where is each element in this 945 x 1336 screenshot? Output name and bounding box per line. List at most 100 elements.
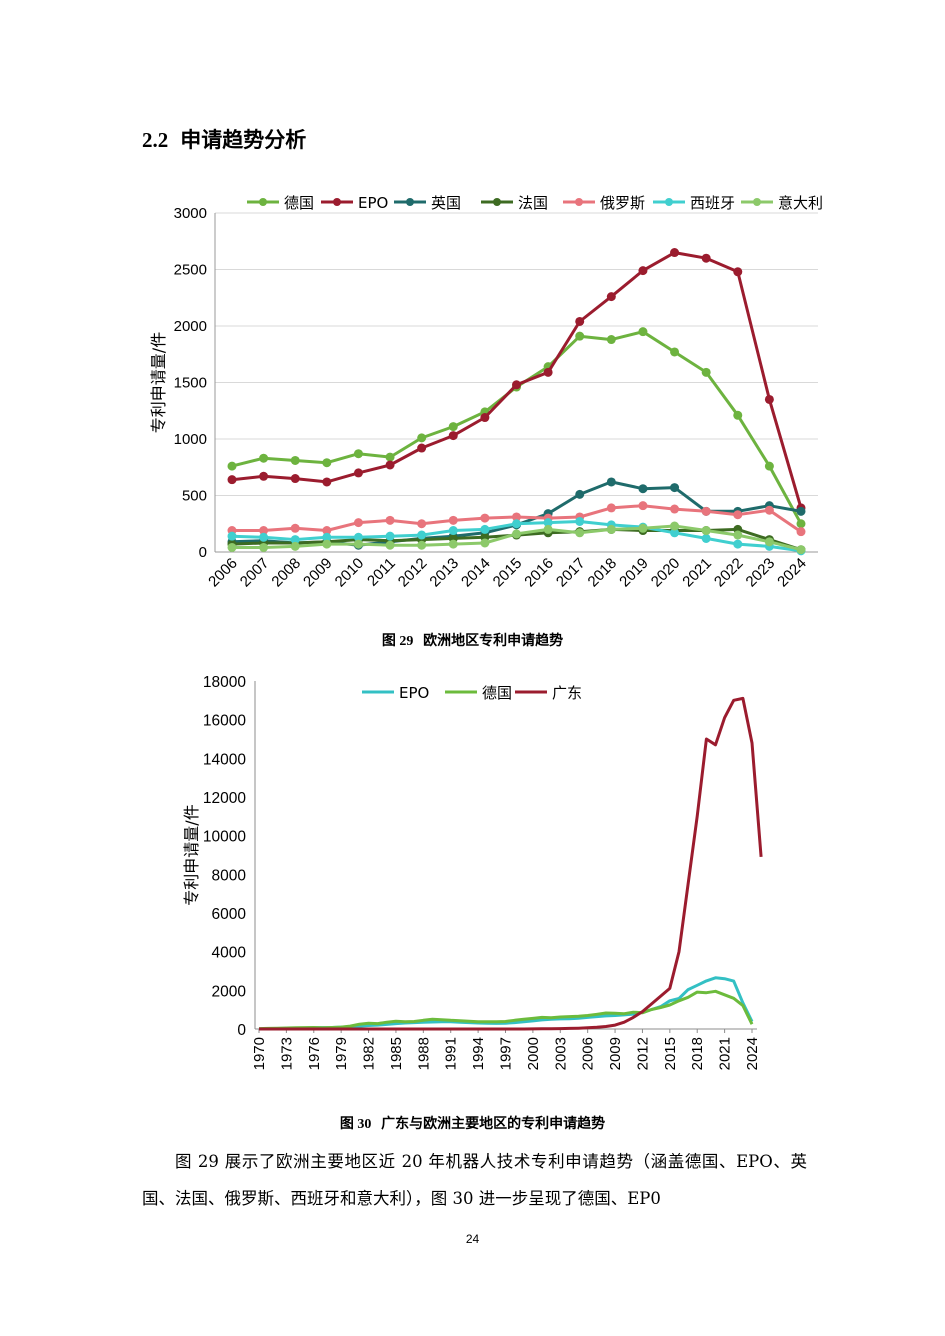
- legend-label: 法国: [518, 194, 548, 212]
- data-point: [638, 266, 648, 276]
- data-point: [322, 539, 332, 549]
- data-point: [733, 539, 743, 549]
- y-tick-label: 3000: [174, 205, 207, 222]
- page-number: 24: [465, 1232, 480, 1246]
- data-point: [701, 253, 711, 263]
- data-point: [764, 394, 774, 404]
- data-point: [575, 331, 585, 341]
- data-point: [227, 461, 237, 471]
- series-line: [231, 330, 803, 525]
- data-point: [796, 519, 806, 529]
- x-tick-label: 1985: [388, 1037, 405, 1070]
- series-line: [231, 251, 803, 509]
- series-line: [259, 696, 763, 1031]
- y-tick-label: 1500: [174, 375, 207, 392]
- data-point: [575, 528, 585, 538]
- data-point: [259, 471, 269, 481]
- data-point: [448, 539, 458, 549]
- data-point: [259, 542, 269, 552]
- x-tick-label: 2021: [679, 555, 715, 591]
- y-tick-label: 6000: [212, 906, 247, 923]
- legend-swatch-marker: [493, 198, 501, 206]
- data-point: [733, 267, 743, 277]
- data-point: [796, 527, 806, 537]
- figure-30-caption-number: 图 30: [339, 1117, 372, 1132]
- x-tick-label: 2021: [717, 1037, 734, 1070]
- y-tick-label: 10000: [203, 829, 246, 846]
- data-point: [606, 477, 616, 487]
- data-point: [353, 449, 363, 459]
- data-point: [480, 538, 490, 548]
- legend-label: 德国: [482, 684, 512, 702]
- x-tick-label: 1982: [361, 1037, 378, 1070]
- y-axis-label: 专利申请量/件: [182, 804, 201, 905]
- y-tick-label: 8000: [212, 867, 247, 884]
- data-point: [417, 443, 427, 453]
- data-point: [512, 519, 521, 529]
- data-point: [733, 510, 743, 520]
- data-point: [322, 532, 332, 542]
- legend-label: 俄罗斯: [600, 194, 645, 212]
- data-point: [227, 531, 237, 541]
- legend-swatch-marker: [665, 198, 673, 206]
- data-point: [290, 523, 300, 533]
- data-point: [670, 248, 680, 258]
- data-point: [448, 526, 458, 536]
- y-tick-label: 4000: [212, 945, 247, 962]
- data-point: [322, 526, 332, 536]
- x-tick-label: 2015: [662, 1037, 679, 1070]
- data-point: [701, 506, 711, 516]
- data-point: [701, 367, 711, 377]
- data-point: [417, 540, 427, 550]
- x-tick-label: 2024: [744, 1037, 761, 1070]
- section-number: 2.2: [142, 128, 169, 152]
- x-tick-label: 2006: [580, 1037, 597, 1070]
- x-tick-label: 2012: [395, 555, 431, 591]
- legend-swatch-marker: [333, 198, 341, 206]
- data-point: [670, 504, 680, 514]
- data-point: [733, 410, 743, 420]
- data-point: [259, 532, 269, 542]
- x-tick-label: 2019: [616, 555, 652, 591]
- data-point: [290, 455, 300, 465]
- data-point: [385, 531, 395, 541]
- x-tick-label: 1970: [251, 1037, 268, 1070]
- data-point: [543, 518, 553, 528]
- data-point: [480, 524, 490, 534]
- figure-29-caption-text: 欧洲地区专利申请趋势: [423, 633, 564, 649]
- x-tick-label: 2008: [268, 555, 304, 591]
- x-tick-label: 1973: [278, 1037, 295, 1070]
- figure-30-caption: 图 30 广东与欧洲主要地区的专利申请趋势: [0, 1113, 945, 1133]
- figure-30-chart: 0 2000 4000 6000 8000 10000 12000 14000 16000 180…: [182, 674, 763, 1070]
- x-tick-label: 2017: [553, 555, 589, 591]
- data-point: [638, 523, 648, 533]
- data-point: [385, 515, 395, 525]
- x-tick-label: 2003: [552, 1037, 569, 1070]
- data-point: [353, 518, 363, 528]
- data-point: [543, 524, 553, 534]
- data-point: [512, 380, 521, 390]
- data-point: [512, 529, 521, 539]
- data-point: [670, 347, 680, 357]
- x-tick-label: 1991: [443, 1037, 460, 1070]
- y-axis-label: 专利申请量/件: [149, 332, 168, 433]
- data-point: [448, 431, 458, 441]
- legend-label: 英国: [431, 194, 461, 212]
- figure-29-caption: 图 29 欧洲地区专利申请趋势: [0, 630, 945, 650]
- x-tick-label: 2018: [689, 1037, 706, 1070]
- y-tick-label: 500: [182, 488, 207, 505]
- data-point: [417, 530, 427, 540]
- section-heading: 2.2 申请趋势分析: [142, 124, 306, 154]
- data-point: [448, 422, 458, 432]
- data-point: [385, 540, 395, 550]
- x-tick-label: 1976: [306, 1037, 323, 1070]
- data-point: [448, 515, 458, 525]
- data-point: [385, 460, 395, 470]
- x-tick-label: 2020: [648, 555, 684, 591]
- y-tick-label: 12000: [203, 790, 246, 807]
- data-point: [259, 526, 269, 536]
- legend-swatch-marker: [753, 198, 761, 206]
- y-tick-label: 14000: [203, 751, 246, 768]
- legend-label: EPO: [358, 194, 388, 212]
- x-tick-label: 2015: [490, 555, 526, 591]
